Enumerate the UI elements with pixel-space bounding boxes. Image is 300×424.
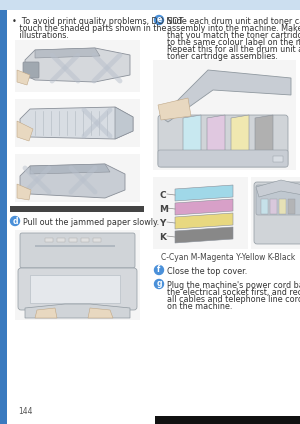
Polygon shape (20, 107, 133, 139)
Text: Plug the machine's power cord back into: Plug the machine's power cord back into (167, 281, 300, 290)
Polygon shape (231, 115, 249, 158)
FancyBboxPatch shape (20, 233, 135, 268)
Polygon shape (175, 185, 233, 201)
Bar (57, 238, 65, 242)
Text: d: d (12, 217, 18, 226)
Bar (155, 416, 300, 424)
Polygon shape (115, 107, 133, 139)
Polygon shape (35, 48, 100, 58)
Text: Slide each drum unit and toner cartridge: Slide each drum unit and toner cartridge (167, 17, 300, 26)
Bar (261, 199, 268, 214)
Polygon shape (17, 121, 33, 141)
Bar (93, 238, 101, 242)
Text: touch the shaded parts shown in the: touch the shaded parts shown in the (12, 24, 166, 33)
Polygon shape (17, 184, 31, 200)
Text: C: C (159, 191, 166, 200)
Bar (288, 199, 295, 214)
Bar (15, 154, 140, 202)
Text: toner cartridge assemblies.: toner cartridge assemblies. (167, 52, 278, 61)
Circle shape (11, 217, 20, 226)
Polygon shape (88, 308, 113, 318)
Bar (81, 238, 89, 242)
FancyBboxPatch shape (23, 62, 39, 78)
Circle shape (154, 279, 164, 288)
Bar (30, 275, 120, 303)
Polygon shape (30, 164, 110, 174)
FancyBboxPatch shape (254, 182, 300, 244)
Bar (15, 230, 140, 320)
FancyBboxPatch shape (158, 115, 288, 167)
Bar (15, 99, 140, 147)
Bar (153, 60, 296, 170)
Bar (45, 238, 53, 242)
Bar (10, 206, 144, 212)
Bar (15, 40, 140, 92)
FancyBboxPatch shape (256, 185, 300, 215)
Polygon shape (20, 164, 125, 198)
Polygon shape (25, 304, 130, 318)
Text: all cables and telephone line cord. Turn: all cables and telephone line cord. Turn (167, 295, 300, 304)
Polygon shape (255, 115, 273, 158)
Text: Pull out the jammed paper slowly.: Pull out the jammed paper slowly. (23, 218, 159, 227)
Bar (69, 238, 77, 242)
Text: C-Cyan M-Magenta Y-Yellow K-Black: C-Cyan M-Magenta Y-Yellow K-Black (161, 253, 295, 262)
Text: e: e (156, 16, 162, 25)
Text: M: M (159, 205, 168, 214)
Bar (279, 199, 286, 214)
Polygon shape (17, 70, 30, 85)
Text: assembly into the machine. Make sure: assembly into the machine. Make sure (167, 24, 300, 33)
Circle shape (154, 265, 164, 274)
Text: 144: 144 (18, 407, 32, 416)
Bar (251, 177, 300, 249)
Bar (0, 10, 7, 424)
FancyBboxPatch shape (158, 150, 288, 167)
Text: that you match the toner cartridge colour: that you match the toner cartridge colou… (167, 31, 300, 40)
Bar (153, 177, 248, 249)
Polygon shape (25, 48, 130, 82)
Text: f: f (157, 265, 161, 274)
Polygon shape (256, 180, 300, 197)
Polygon shape (35, 308, 57, 318)
Polygon shape (175, 199, 233, 215)
Text: on the machine.: on the machine. (167, 302, 232, 311)
FancyBboxPatch shape (18, 268, 137, 310)
Polygon shape (161, 70, 291, 122)
Bar (270, 199, 277, 214)
Polygon shape (175, 227, 233, 243)
Polygon shape (207, 115, 225, 158)
Text: •  To avoid print quality problems, DO NOT: • To avoid print quality problems, DO NO… (12, 17, 184, 26)
Text: Repeat this for all the drum unit and: Repeat this for all the drum unit and (167, 45, 300, 54)
Text: K: K (159, 233, 166, 242)
Text: g: g (156, 279, 162, 288)
Polygon shape (175, 213, 233, 229)
Bar (273, 156, 283, 162)
Bar (0, 0, 300, 10)
Bar (35, 245, 115, 247)
Text: Y: Y (159, 219, 165, 228)
Circle shape (154, 16, 164, 25)
Text: Close the top cover.: Close the top cover. (167, 267, 247, 276)
Text: illustrations.: illustrations. (12, 31, 69, 40)
Polygon shape (158, 98, 191, 120)
Text: the electrical socket first, and reconnect: the electrical socket first, and reconne… (167, 288, 300, 297)
Polygon shape (183, 115, 201, 158)
Text: to the same colour label on the machine.: to the same colour label on the machine. (167, 38, 300, 47)
